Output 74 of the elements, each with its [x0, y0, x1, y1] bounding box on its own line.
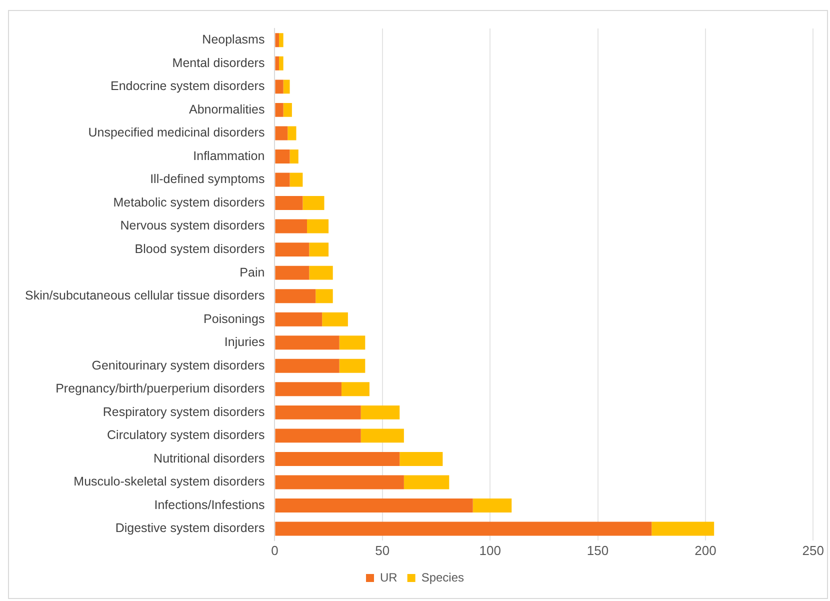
bar — [309, 242, 329, 257]
bar — [360, 428, 404, 443]
legend-label: Species — [421, 570, 464, 584]
x-tick-label: 100 — [479, 542, 501, 558]
bar — [404, 475, 450, 490]
bar — [279, 56, 284, 70]
bar — [302, 196, 324, 210]
bar — [275, 428, 361, 443]
bar — [275, 289, 316, 304]
y-tick-label: Nutritional disorders — [154, 451, 265, 466]
bar — [275, 358, 340, 373]
bar — [472, 498, 512, 512]
x-tick-label: 200 — [694, 542, 716, 558]
bar — [322, 312, 348, 326]
bar — [288, 126, 296, 140]
bar — [275, 56, 280, 70]
bar — [275, 522, 652, 536]
bar — [279, 33, 284, 48]
y-tick-label: Digestive system disorders — [115, 521, 265, 536]
bar — [275, 149, 290, 164]
y-tick-label: Respiratory system disorders — [102, 404, 265, 419]
y-tick-label: Metabolic system disorders — [113, 195, 265, 210]
y-tick-label: Circulatory system disorders — [107, 428, 265, 442]
y-tick-label: Nervous system disorders — [120, 218, 265, 233]
bar — [309, 266, 333, 280]
bar — [275, 405, 361, 420]
bar — [275, 312, 322, 326]
bar — [652, 522, 714, 536]
y-tick-label: Skin/subcutaneous cellular tissue disorders — [24, 288, 265, 303]
bar — [290, 149, 298, 164]
y-tick-label: Injuries — [224, 335, 265, 350]
y-tick-label: Ill-defined symptoms — [150, 172, 265, 186]
bar — [283, 80, 290, 94]
y-tick-label: Musculo-skeletal system disorders — [74, 474, 265, 489]
bar — [275, 382, 342, 396]
y-tick-label: Inflammation — [193, 148, 265, 163]
bar — [275, 452, 400, 466]
bar — [275, 80, 284, 94]
bar — [275, 336, 340, 350]
bar — [339, 358, 366, 373]
x-tick-label: 250 — [802, 542, 824, 558]
bar — [360, 405, 400, 420]
x-tick-label: 0 — [271, 542, 278, 558]
bar — [275, 33, 280, 48]
x-tick-label: 150 — [586, 542, 609, 558]
y-tick-label: Unspecified medicinal disorders — [88, 126, 265, 140]
bar — [275, 242, 310, 257]
bar — [275, 172, 290, 187]
bar — [339, 336, 366, 350]
y-tick-label: Pregnancy/birth/puerperium disorders — [56, 382, 265, 396]
bar — [275, 475, 404, 490]
y-tick-label: Mental disorders — [172, 56, 265, 70]
y-tick-label: Pain — [240, 265, 265, 280]
y-tick-label: Neoplasms — [202, 32, 265, 47]
bar — [400, 452, 443, 466]
bar — [275, 498, 473, 512]
y-tick-label: Abnormalities — [188, 102, 265, 116]
bar — [290, 172, 303, 187]
bar — [275, 126, 288, 140]
bar — [275, 196, 303, 210]
y-tick-label: Blood system disorders — [134, 242, 265, 256]
bar — [341, 382, 370, 396]
x-tick-label: 50 — [375, 542, 390, 558]
y-tick-label: Genitourinary system disorders — [92, 358, 265, 372]
bar — [275, 219, 308, 234]
bar — [307, 219, 329, 234]
legend-label: UR — [380, 570, 398, 584]
bar — [275, 102, 284, 117]
bar — [316, 289, 333, 304]
bar — [283, 102, 292, 117]
y-tick-label: Endocrine system disorders — [110, 79, 265, 94]
bar — [275, 266, 310, 280]
y-tick-label: Infections/Infestions — [154, 498, 265, 512]
y-tick-label: Poisonings — [204, 312, 265, 326]
